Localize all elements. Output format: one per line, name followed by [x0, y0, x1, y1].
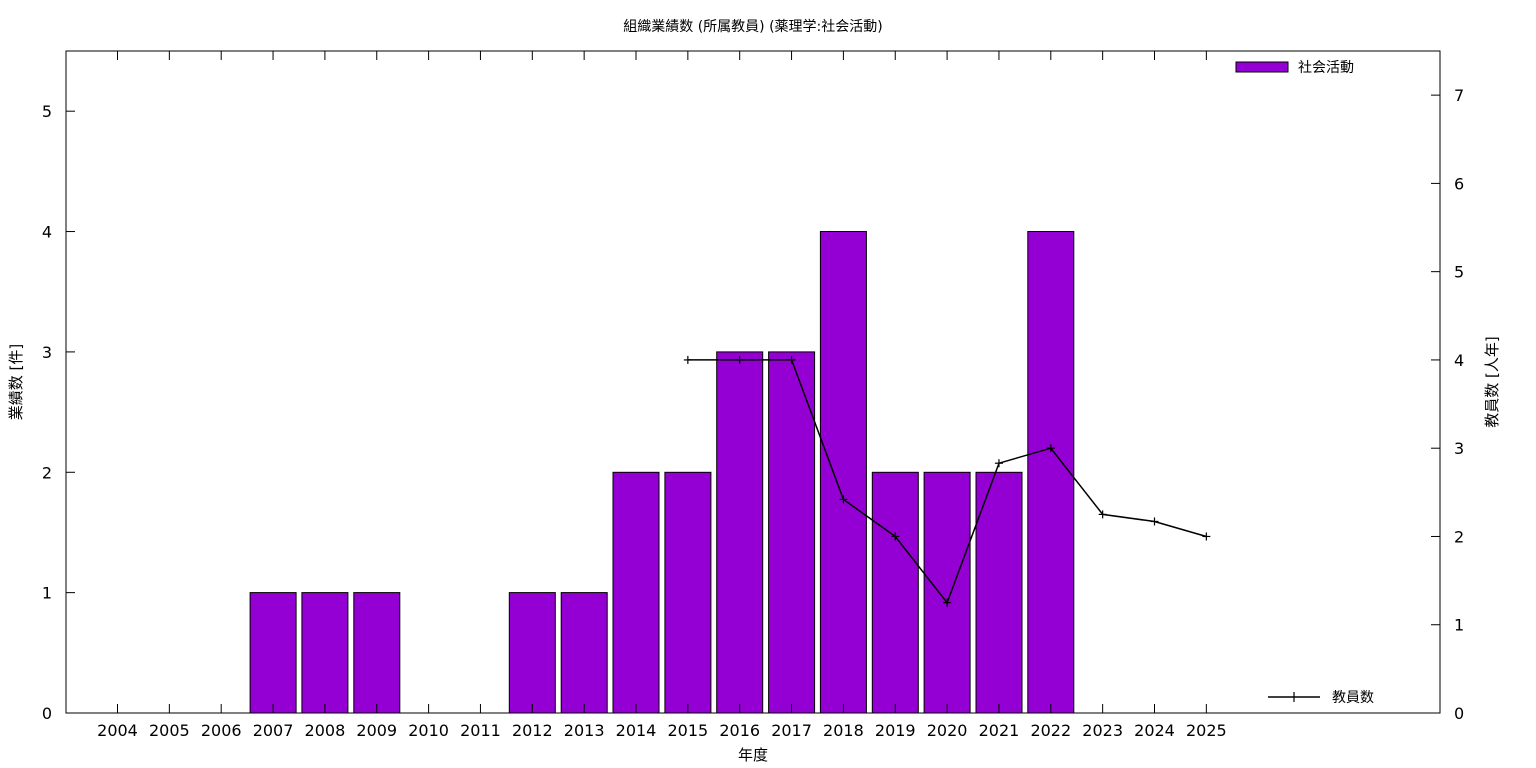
y-tick-labels: 0 1 2 3 4 5 [42, 102, 52, 723]
y2-tick-label: 7 [1454, 86, 1464, 105]
legend-label-bar: 社会活動 [1298, 60, 1354, 76]
x-tick-label-2023: 2023 [1082, 721, 1123, 740]
x-tick-labels: 2004 2005 2006 2007 2008 2009 2010 2011 2012 2013… [97, 721, 1227, 740]
y2-tick-labels: 0 1 2 3 4 5 6 7 [1454, 86, 1464, 723]
y-tick-label: 0 [42, 704, 52, 723]
y-tick-label: 1 [42, 584, 52, 603]
bar-2020 [923, 471, 971, 714]
y-tick-label: 4 [42, 223, 52, 242]
x-tick-label-2009: 2009 [356, 721, 397, 740]
x-tick-label-2010: 2010 [408, 721, 449, 740]
plot-frame [65, 50, 1441, 714]
y2-tick-label: 2 [1454, 527, 1464, 546]
x-tick-label-2021: 2021 [979, 721, 1020, 740]
y-tick-label: 3 [42, 343, 52, 362]
x-tick-label-2012: 2012 [512, 721, 553, 740]
bar-2008 [301, 592, 349, 714]
x-tick-label-2008: 2008 [305, 721, 346, 740]
y2-tick-label: 0 [1454, 704, 1464, 723]
line-point-2018 [839, 495, 848, 504]
bar-2018 [819, 231, 867, 714]
y2-tick-label: 6 [1454, 174, 1464, 193]
y2-tick-label: 1 [1454, 616, 1464, 635]
x-tick-label-2022: 2022 [1030, 721, 1071, 740]
bar-2014 [612, 471, 660, 714]
x-tick-label-2005: 2005 [149, 721, 190, 740]
x-tick-label-2018: 2018 [823, 721, 864, 740]
axis-ticks [66, 51, 1440, 714]
x-tick-label-2024: 2024 [1134, 721, 1175, 740]
x-tick-label-2006: 2006 [201, 721, 242, 740]
line-point-2022 [1046, 444, 1055, 453]
line-point-2017 [787, 355, 796, 364]
line-point-2024 [1150, 517, 1159, 526]
y-tick-label: 5 [42, 102, 52, 121]
y-tick-label: 2 [42, 463, 52, 482]
y2-tick-label: 3 [1454, 439, 1464, 458]
line-point-2019 [891, 532, 900, 541]
line-series [683, 355, 1211, 607]
y2-axis-title: 教員数 [人年] [1483, 336, 1501, 427]
bar-2012 [508, 592, 556, 714]
line-point-2025 [1202, 532, 1211, 541]
legend-swatch-bar [1235, 61, 1289, 73]
bar-2017 [768, 351, 816, 714]
x-tick-label-2007: 2007 [253, 721, 294, 740]
bar-2022 [1027, 231, 1075, 714]
bar-2007 [249, 592, 297, 714]
x-tick-label-2015: 2015 [667, 721, 708, 740]
y2-tick-label: 5 [1454, 263, 1464, 282]
bar-2015 [664, 471, 712, 714]
line-point-2016 [735, 355, 744, 364]
legend: 社会活動 教員数 [1235, 60, 1374, 706]
bar-2009 [353, 592, 401, 714]
legend-label-line: 教員数 [1332, 690, 1374, 706]
bar-2013 [560, 592, 608, 714]
x-tick-label-2019: 2019 [875, 721, 916, 740]
chart-title: 組織業績数 (所属教員) (薬理学:社会活動) [623, 19, 882, 35]
line-point-2015 [683, 355, 692, 364]
x-tick-label-2013: 2013 [564, 721, 605, 740]
y2-tick-label: 4 [1454, 351, 1464, 370]
x-axis-title: 年度 [738, 746, 768, 764]
y-axis-title: 業績数 [件] [7, 344, 25, 420]
x-tick-label-2014: 2014 [616, 721, 657, 740]
x-tick-label-2017: 2017 [771, 721, 812, 740]
line-point-2020 [943, 598, 952, 607]
bar-2021 [975, 471, 1023, 714]
x-tick-label-2020: 2020 [927, 721, 968, 740]
bar-2016 [716, 351, 764, 714]
line-point-2023 [1098, 510, 1107, 519]
line-point-2021 [994, 459, 1003, 468]
bar-series [249, 231, 1075, 714]
bar-2019 [871, 471, 919, 714]
x-tick-label-2025: 2025 [1186, 721, 1227, 740]
x-tick-label-2004: 2004 [97, 721, 138, 740]
x-tick-label-2016: 2016 [719, 721, 760, 740]
x-tick-label-2011: 2011 [460, 721, 501, 740]
